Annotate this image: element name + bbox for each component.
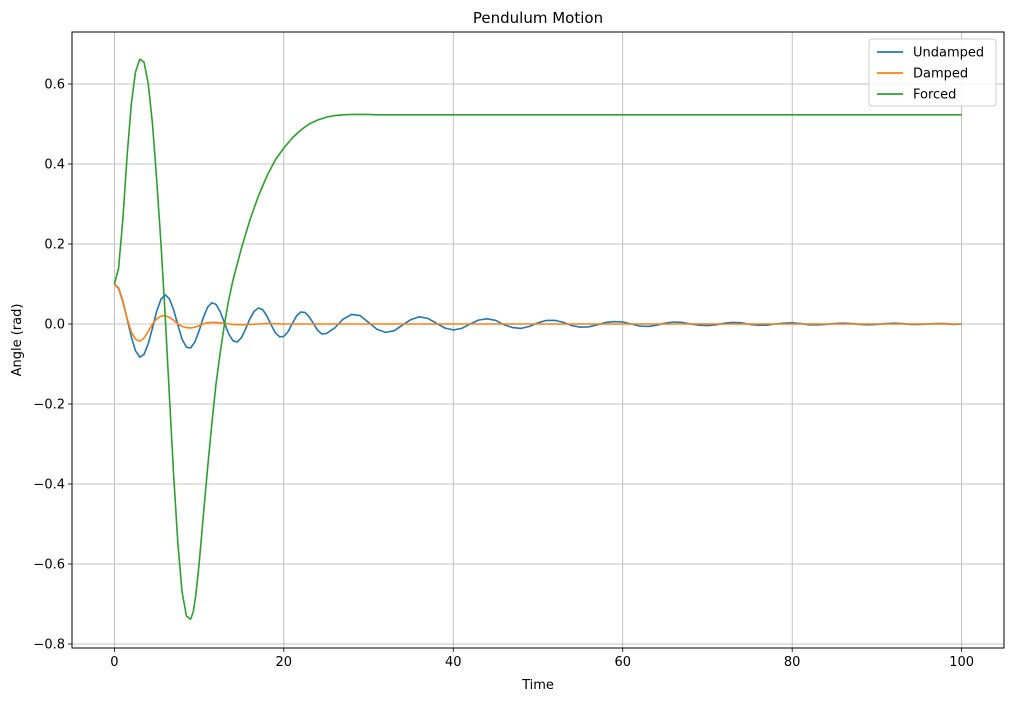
- y-tick-label: −0.2: [33, 398, 65, 413]
- y-axis-label: Angle (rad): [10, 304, 25, 377]
- x-axis-label: Time: [521, 678, 554, 693]
- series-line-undamped: [113, 283, 962, 359]
- x-tick-label: 20: [276, 655, 293, 670]
- y-tick-label: −0.4: [33, 478, 65, 493]
- y-tick-label: 0.4: [44, 158, 65, 173]
- legend-label-undamped: Undamped: [913, 46, 984, 61]
- x-tick-label: 0: [110, 655, 118, 670]
- x-tick-label: 40: [445, 655, 462, 670]
- legend-box: [868, 38, 997, 107]
- plot-frame: [71, 31, 1005, 649]
- x-tick-label: 60: [614, 655, 631, 670]
- legend-label-forced: Forced: [913, 88, 956, 103]
- legend: Undamped Damped Forced: [868, 38, 997, 107]
- chart-title: Pendulum Motion: [473, 9, 603, 27]
- x-tick-label: 100: [949, 655, 974, 670]
- y-tick-label: −0.8: [33, 638, 65, 653]
- series-line-damped: [113, 283, 962, 343]
- y-tick-label: 0.2: [44, 238, 65, 253]
- series-lines: [113, 58, 962, 621]
- y-tick-label: 0.0: [44, 318, 65, 333]
- y-tick-label: −0.6: [33, 558, 65, 573]
- ticks: 0 20 40 60 80 100 −0.8 −0.6 −0.4 −0.2 0.0 0.2 0.4 0.6: [33, 78, 974, 671]
- x-tick-label: 80: [784, 655, 801, 670]
- series-line-forced: [113, 58, 962, 621]
- legend-label-damped: Damped: [913, 67, 968, 82]
- y-tick-label: 0.6: [44, 78, 65, 93]
